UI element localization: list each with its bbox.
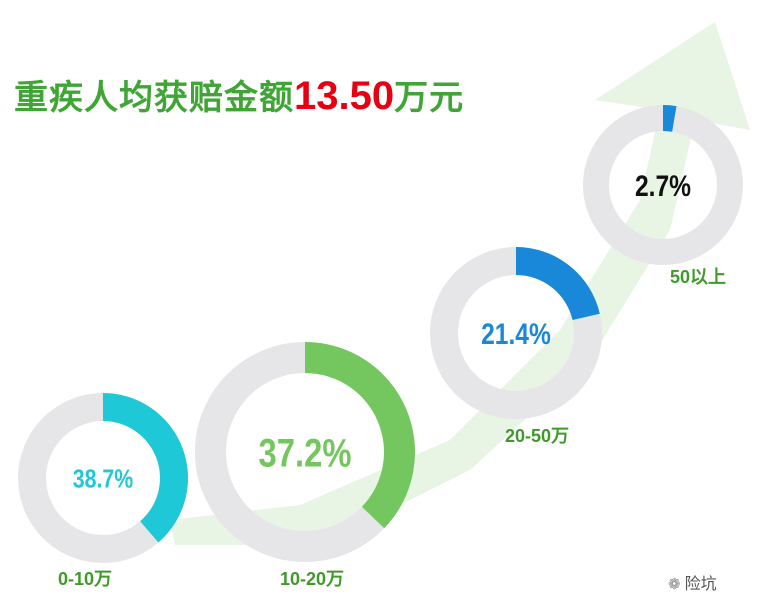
title-unit: 万元 [394,79,465,117]
donut-segment-4 [663,105,677,132]
donut-segment-2 [305,342,415,529]
title-text: 重疾人均获赔金额 [14,79,294,117]
category-label-3: 20-50万 [505,426,569,446]
watermark: ❁ 险坑 [668,570,717,594]
value-label-2: 37.2% [259,430,352,475]
category-label-2: 10-20万 [280,569,344,589]
donut-segment-3 [516,247,600,320]
donut-segment-1 [103,393,188,543]
wechat-icon: ❁ [668,576,681,593]
category-label-1: 0-10万 [58,569,112,589]
value-label-4: 2.7% [635,168,691,202]
category-label-4: 50以上 [670,267,726,287]
value-label-1: 38.7% [73,464,133,494]
growth-arrow [170,22,750,545]
value-label-3: 21.4% [481,316,551,350]
page-title: 重疾人均获赔金额13.50万元 [14,70,464,119]
title-amount: 13.50 [294,74,395,118]
watermark-text: 险坑 [684,576,717,593]
